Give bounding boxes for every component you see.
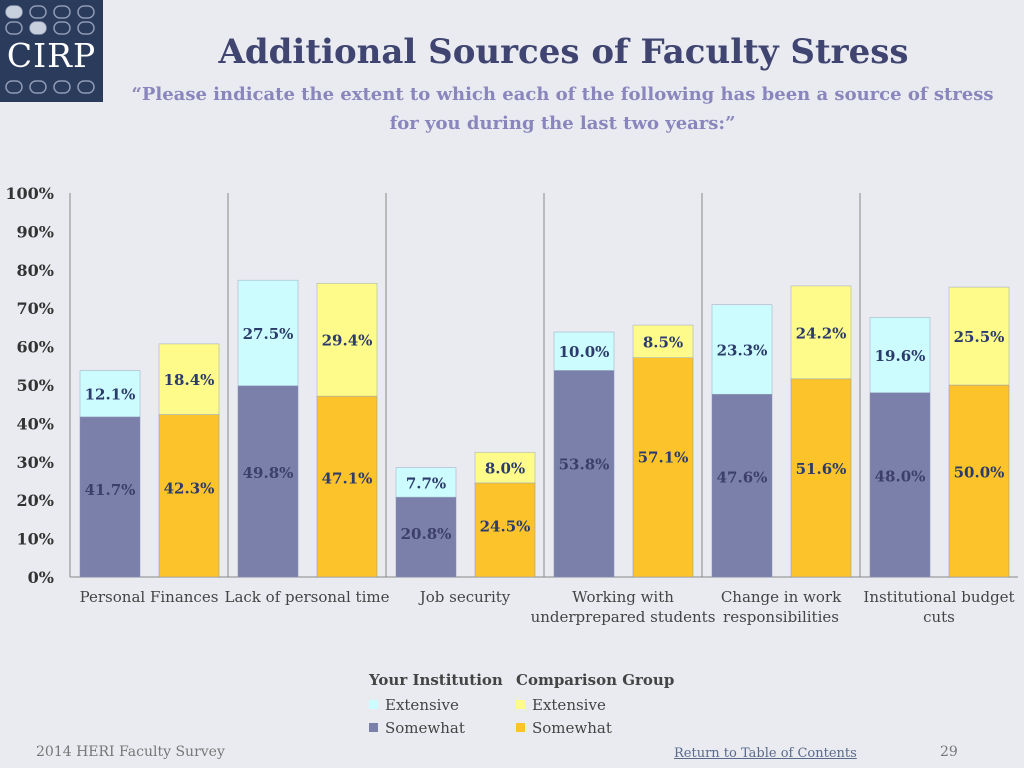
category-label: Personal Finances [80,588,219,606]
bar-inst-extensive [711,304,773,395]
y-tick-label: 100% [5,184,54,203]
data-label-comp-somewhat: 50.0% [954,463,1005,481]
legend-comparison-somewhat: Somewhat [516,717,674,740]
stacked-bar-chart: 0% 10% 20% 30% 40% 50% 60% 70% 80% 90% 100% 41.7% 12… [5,184,1018,626]
bar-comp-somewhat [474,482,536,578]
bar-comp-extensive [790,285,852,380]
data-label-inst-somewhat: 20.8% [401,525,452,543]
bar-inst-somewhat [237,385,299,578]
y-tick-label: 90% [17,222,54,241]
data-label-inst-extensive: 23.3% [717,341,768,359]
legend-label: Somewhat [385,719,465,737]
category-label: Lack of personal time [225,588,390,606]
legend-swatch-inst-somewhat [369,723,378,732]
data-label-comp-extensive: 18.4% [164,371,215,389]
y-tick-label: 60% [17,338,54,357]
data-label-inst-extensive: 10.0% [559,343,610,361]
data-label-comp-somewhat: 24.5% [480,517,531,535]
bar-comp-somewhat [158,414,220,578]
legend-label: Extensive [532,696,606,714]
page-title: Additional Sources of Faculty Stress [218,32,909,72]
bar-comp-extensive [948,286,1010,386]
bar-comp-extensive [632,324,694,358]
data-label-inst-somewhat: 41.7% [85,481,136,499]
legend-comparison-title: Comparison Group [516,671,675,689]
y-tick-label: 50% [17,376,54,395]
legend-swatch-inst-extensive [369,700,378,709]
cirp-logo: CIRP [0,0,103,102]
legend-institution-extensive: Extensive [369,694,503,717]
page-subtitle: “Please indicate the extent to which eac… [131,84,994,134]
y-tick-label: 40% [17,414,54,433]
data-label-comp-somewhat: 47.1% [322,470,373,488]
bar-inst-extensive [395,467,457,498]
category-label: Institutional budget [863,588,1014,606]
data-label-inst-somewhat: 48.0% [875,468,926,486]
bar-comp-extensive [158,343,220,415]
category-label: Working with [572,588,674,606]
category-label: cuts [923,608,955,626]
data-label-comp-somewhat: 57.1% [638,448,689,466]
bar-inst-somewhat [79,416,141,578]
bar-inst-somewhat [869,392,931,578]
category-label: Job security [418,588,511,606]
legend-comparison: Comparison Group Extensive Somewhat [516,670,674,740]
y-tick-label: 0% [28,568,54,587]
legend-institution: Your Institution Extensive Somewhat [369,670,503,740]
data-label-inst-somewhat: 53.8% [559,455,610,473]
data-label-inst-extensive: 12.1% [85,386,136,404]
y-tick-label: 10% [17,530,54,549]
data-label-inst-somewhat: 49.8% [243,464,294,482]
data-label-inst-extensive: 7.7% [406,474,446,492]
bar-inst-extensive [869,317,931,393]
y-tick-label: 70% [17,299,54,318]
data-label-comp-extensive: 24.2% [796,324,847,342]
survey-footer: 2014 HERI Faculty Survey [36,744,225,760]
table-of-contents-link[interactable]: Return to Table of Contents [674,746,857,761]
page-number: 29 [940,744,958,760]
category-label: responsibilities [723,608,839,626]
bar-inst-extensive [237,279,299,387]
data-label-inst-extensive: 19.6% [875,347,926,365]
data-label-inst-somewhat: 47.6% [717,468,768,486]
data-label-comp-extensive: 8.0% [485,460,525,478]
legend-label: Somewhat [532,719,612,737]
bar-comp-somewhat [316,395,378,578]
logo-dots [5,5,95,94]
data-label-comp-extensive: 8.5% [643,333,683,351]
bar-inst-extensive [553,331,615,371]
data-label-comp-extensive: 25.5% [954,328,1005,346]
data-label-comp-somewhat: 42.3% [164,480,215,498]
data-label-inst-extensive: 27.5% [243,325,294,343]
category-label: underprepared students [531,608,716,626]
data-label-comp-somewhat: 51.6% [796,460,847,478]
y-tick-label: 20% [17,491,54,510]
legend-swatch-comp-somewhat [516,723,525,732]
bar-comp-somewhat [632,357,694,578]
y-tick-label: 80% [17,261,54,280]
bar-comp-somewhat [790,378,852,578]
bar-inst-somewhat [395,496,457,578]
legend-comparison-extensive: Extensive [516,694,674,717]
bar-comp-extensive [316,282,378,397]
legend-institution-title: Your Institution [369,671,503,689]
legend-swatch-comp-extensive [516,700,525,709]
y-tick-label: 30% [17,453,54,472]
bar-inst-somewhat [553,370,615,578]
legend-label: Extensive [385,696,459,714]
legend-institution-somewhat: Somewhat [369,717,503,740]
data-label-comp-extensive: 29.4% [322,332,373,350]
bar-inst-extensive [79,370,141,418]
logo-text: CIRP [6,36,97,75]
bar-comp-extensive [474,451,536,484]
category-label: Change in work [721,588,842,606]
